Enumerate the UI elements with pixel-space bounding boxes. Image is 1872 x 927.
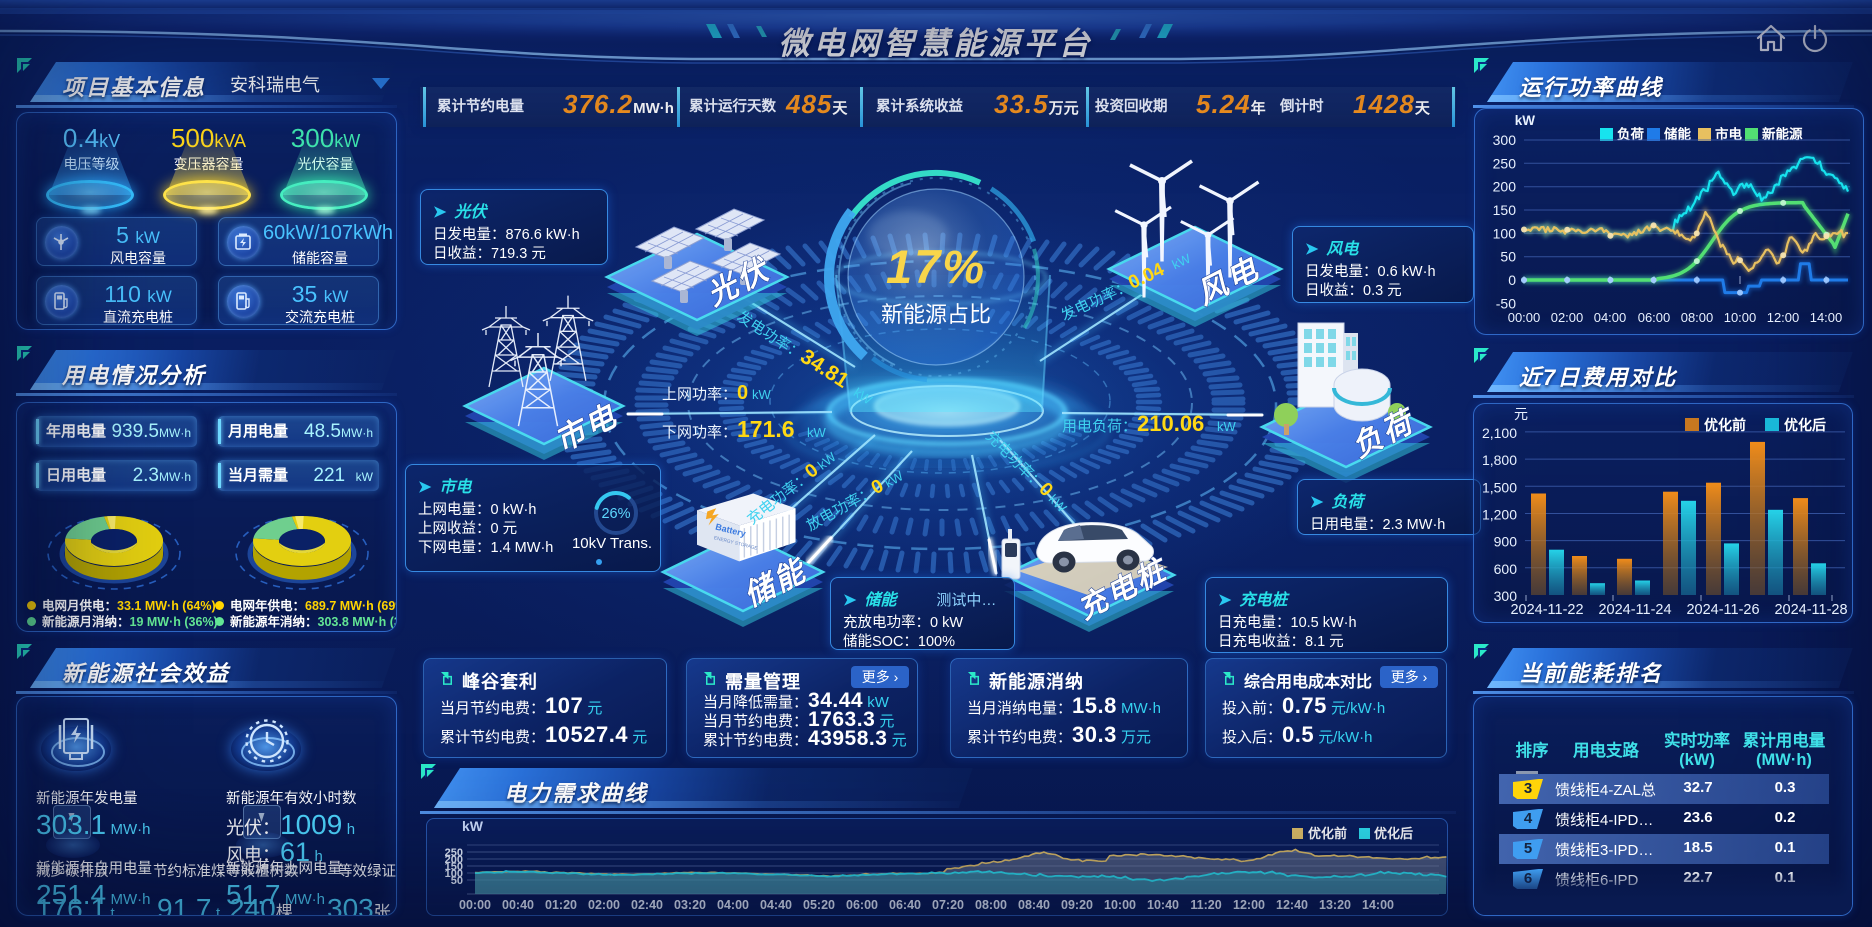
svg-text:17%: 17% (886, 240, 986, 293)
svg-text:12:00: 12:00 (1233, 898, 1265, 912)
svg-text:08:40: 08:40 (1018, 898, 1050, 912)
svg-text:26%: 26% (601, 506, 630, 522)
svg-text:优化后: 优化后 (1784, 417, 1826, 433)
svg-text:200: 200 (1493, 179, 1517, 195)
svg-text:2024-11-28: 2024-11-28 (1774, 602, 1847, 618)
svg-text:03:20: 03:20 (674, 898, 706, 912)
svg-text:01:20: 01:20 (545, 898, 577, 912)
svg-text:下网功率：: 下网功率： (662, 424, 737, 441)
svg-text:优化前: 优化前 (1704, 417, 1746, 433)
svg-text:600: 600 (1494, 561, 1518, 577)
svg-text:0: 0 (1508, 272, 1516, 288)
svg-text:2,100: 2,100 (1482, 425, 1517, 441)
svg-text:00:00: 00:00 (459, 898, 491, 912)
svg-text:10:00: 10:00 (1724, 310, 1757, 325)
svg-text:11:20: 11:20 (1190, 898, 1221, 912)
svg-text:14:00: 14:00 (1810, 310, 1843, 325)
svg-text:08:00: 08:00 (975, 898, 1007, 912)
svg-text:210.06: 210.06 (1137, 411, 1204, 436)
svg-text:13:20: 13:20 (1319, 898, 1351, 912)
svg-text:250: 250 (1493, 155, 1517, 171)
svg-text:1,200: 1,200 (1482, 507, 1517, 523)
svg-text:-50: -50 (1496, 295, 1516, 311)
svg-text:09:20: 09:20 (1061, 898, 1093, 912)
svg-text:300: 300 (1493, 132, 1517, 148)
svg-text:200: 200 (445, 854, 463, 866)
svg-text:负荷: 负荷 (1617, 126, 1645, 142)
svg-text:06:40: 06:40 (889, 898, 921, 912)
svg-text:元: 元 (1514, 406, 1528, 422)
svg-text:优化前: 优化前 (1308, 826, 1347, 841)
svg-text:市电: 市电 (1715, 126, 1743, 142)
svg-text:上网功率：: 上网功率： (662, 386, 737, 403)
svg-text:10:00: 10:00 (1104, 898, 1136, 912)
svg-text:储能: 储能 (1663, 126, 1692, 142)
svg-text:250: 250 (445, 847, 463, 859)
svg-text:05:20: 05:20 (803, 898, 835, 912)
svg-text:00:00: 00:00 (1508, 310, 1541, 325)
svg-text:10:40: 10:40 (1147, 898, 1179, 912)
svg-text:50: 50 (1500, 249, 1516, 265)
svg-text:100: 100 (1493, 225, 1517, 241)
svg-text:07:20: 07:20 (932, 898, 964, 912)
svg-text:04:00: 04:00 (1594, 310, 1627, 325)
svg-text:2024-11-24: 2024-11-24 (1598, 602, 1671, 618)
svg-text:kW: kW (1169, 250, 1193, 272)
svg-text:14:00: 14:00 (1362, 898, 1394, 912)
svg-text:02:00: 02:00 (1551, 310, 1584, 325)
svg-text:04:00: 04:00 (717, 898, 749, 912)
svg-text:新能源占比: 新能源占比 (881, 302, 991, 327)
svg-text:150: 150 (445, 861, 463, 873)
svg-text:1,500: 1,500 (1482, 479, 1517, 495)
svg-text:新能源: 新能源 (1762, 126, 1803, 142)
svg-text:0: 0 (737, 382, 748, 404)
svg-text:08:00: 08:00 (1681, 310, 1714, 325)
svg-text:04:40: 04:40 (760, 898, 792, 912)
svg-text:150: 150 (1493, 202, 1517, 218)
svg-text:2024-11-26: 2024-11-26 (1686, 602, 1759, 618)
svg-text:12:00: 12:00 (1767, 310, 1800, 325)
svg-text:kW: kW (807, 425, 827, 440)
svg-text:06:00: 06:00 (846, 898, 878, 912)
svg-text:02:40: 02:40 (631, 898, 663, 912)
svg-text:kW: kW (1217, 419, 1237, 434)
svg-text:300: 300 (1494, 588, 1518, 604)
svg-text:50: 50 (451, 875, 463, 887)
svg-text:100: 100 (445, 868, 463, 880)
svg-text:06:00: 06:00 (1638, 310, 1671, 325)
svg-text:12:40: 12:40 (1276, 898, 1308, 912)
svg-text:900: 900 (1494, 534, 1518, 550)
svg-text:00:40: 00:40 (502, 898, 534, 912)
svg-text:1,800: 1,800 (1482, 452, 1517, 468)
svg-text:用电负荷：: 用电负荷： (1062, 418, 1137, 435)
svg-text:2024-11-22: 2024-11-22 (1510, 602, 1583, 618)
svg-text:优化后: 优化后 (1374, 826, 1413, 841)
svg-text:171.6: 171.6 (737, 416, 795, 442)
svg-text:02:00: 02:00 (588, 898, 620, 912)
svg-text:kW: kW (1515, 113, 1536, 128)
svg-text:kW: kW (752, 387, 772, 402)
